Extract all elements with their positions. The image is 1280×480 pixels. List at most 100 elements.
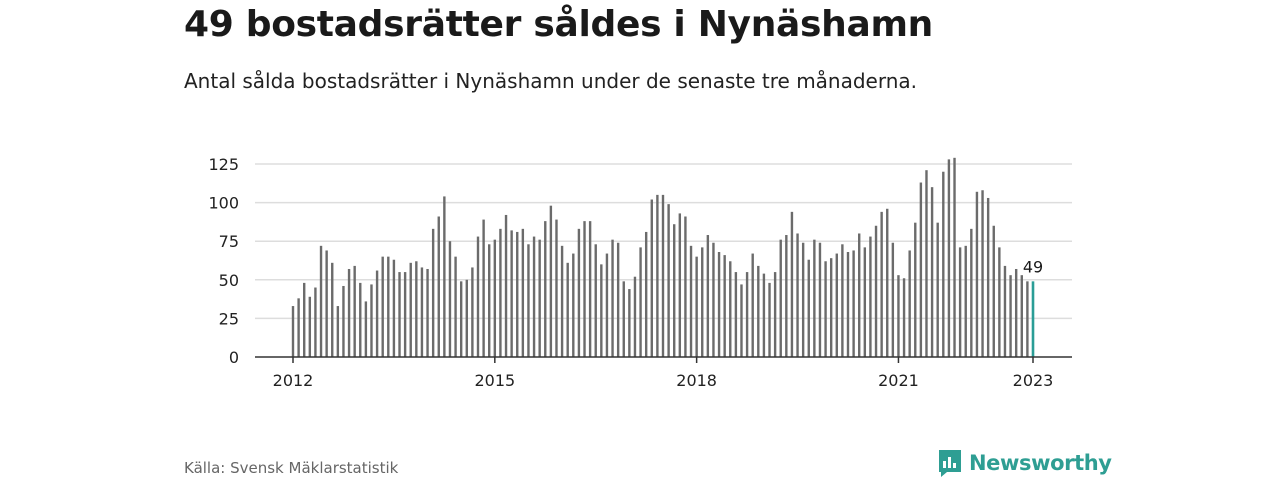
bar xyxy=(291,306,295,357)
y-tick-label: 100 xyxy=(208,194,239,213)
bar xyxy=(734,272,738,357)
bar xyxy=(852,250,855,357)
bar xyxy=(818,242,822,357)
bar xyxy=(555,219,558,357)
bar xyxy=(381,256,384,357)
bar xyxy=(499,228,502,357)
bar xyxy=(437,216,440,357)
bar xyxy=(420,267,424,357)
bar xyxy=(661,194,665,357)
bar xyxy=(347,268,351,357)
bar xyxy=(465,279,468,357)
bar xyxy=(359,282,362,357)
bar xyxy=(779,239,782,357)
bar xyxy=(616,242,620,357)
bar xyxy=(370,284,373,357)
bar xyxy=(387,256,390,357)
bar xyxy=(549,205,553,357)
bar xyxy=(757,265,760,357)
brand-logo-group[interactable]: Newsworthy xyxy=(937,448,1112,478)
bar xyxy=(706,235,710,357)
bar xyxy=(656,194,659,357)
bar xyxy=(930,187,934,357)
bar xyxy=(740,284,743,357)
bar xyxy=(813,239,816,357)
y-tick-label: 75 xyxy=(219,232,239,251)
bar xyxy=(488,244,491,357)
bar xyxy=(532,236,536,357)
bar xyxy=(303,282,306,357)
bar xyxy=(762,273,766,357)
bar xyxy=(1020,275,1023,357)
bar xyxy=(476,236,480,357)
bar xyxy=(970,228,973,357)
bar xyxy=(975,191,979,357)
bar xyxy=(516,231,519,357)
bar xyxy=(824,261,827,357)
bar xyxy=(678,213,682,357)
bar xyxy=(650,199,653,357)
bar xyxy=(874,225,878,357)
bar xyxy=(667,204,670,357)
bar xyxy=(964,245,967,357)
bar xyxy=(723,255,726,357)
bar xyxy=(695,256,698,357)
x-tick-label: 2015 xyxy=(474,371,515,390)
y-tick-label: 125 xyxy=(208,155,239,174)
bar xyxy=(801,242,805,357)
bar xyxy=(510,230,513,357)
bar xyxy=(958,247,962,357)
bar xyxy=(886,208,889,357)
bar xyxy=(605,253,609,357)
brand-name: Newsworthy xyxy=(969,451,1112,475)
x-tick-label: 2023 xyxy=(1013,371,1054,390)
bar xyxy=(544,221,547,357)
bar xyxy=(471,267,474,357)
bar xyxy=(717,252,721,357)
bar xyxy=(712,242,715,357)
bar xyxy=(308,296,312,357)
bar xyxy=(953,157,956,357)
y-tick-label: 0 xyxy=(229,348,239,367)
bar xyxy=(325,250,328,357)
bar xyxy=(942,171,945,357)
y-tick-labels: 0 25 50 75 100 125 xyxy=(208,155,239,367)
bar xyxy=(925,170,928,357)
x-tick-label: 2021 xyxy=(878,371,919,390)
bar xyxy=(846,252,850,357)
x-tick-labels: 2012 2015 2018 2021 2023 xyxy=(273,357,1054,390)
bar xyxy=(829,258,833,357)
bar xyxy=(454,256,457,357)
bar xyxy=(1003,265,1007,357)
bar xyxy=(448,241,452,357)
bar xyxy=(891,242,895,357)
bar xyxy=(375,270,379,357)
bar xyxy=(403,272,407,357)
bar xyxy=(729,261,732,357)
bar xyxy=(392,259,396,357)
bar xyxy=(919,182,923,357)
bar xyxy=(331,262,334,357)
bar xyxy=(986,197,990,357)
bar xyxy=(639,247,642,357)
bar xyxy=(998,247,1001,357)
chart-title: 49 bostadsrätter såldes i Nynäshamn xyxy=(184,4,934,45)
bar xyxy=(319,245,323,357)
bar xyxy=(426,268,429,357)
bar xyxy=(1009,275,1012,357)
bar xyxy=(673,224,676,357)
bar xyxy=(353,265,356,357)
bar xyxy=(1014,268,1018,357)
bar-highlight xyxy=(1031,281,1035,357)
bar xyxy=(577,228,581,357)
bar xyxy=(914,222,917,357)
bar xyxy=(773,272,777,357)
bar xyxy=(633,276,637,357)
y-tick-label: 50 xyxy=(219,271,239,290)
bar xyxy=(409,262,412,357)
bar xyxy=(342,285,345,357)
bar xyxy=(594,244,597,357)
bar xyxy=(689,245,693,357)
bar xyxy=(443,196,446,357)
